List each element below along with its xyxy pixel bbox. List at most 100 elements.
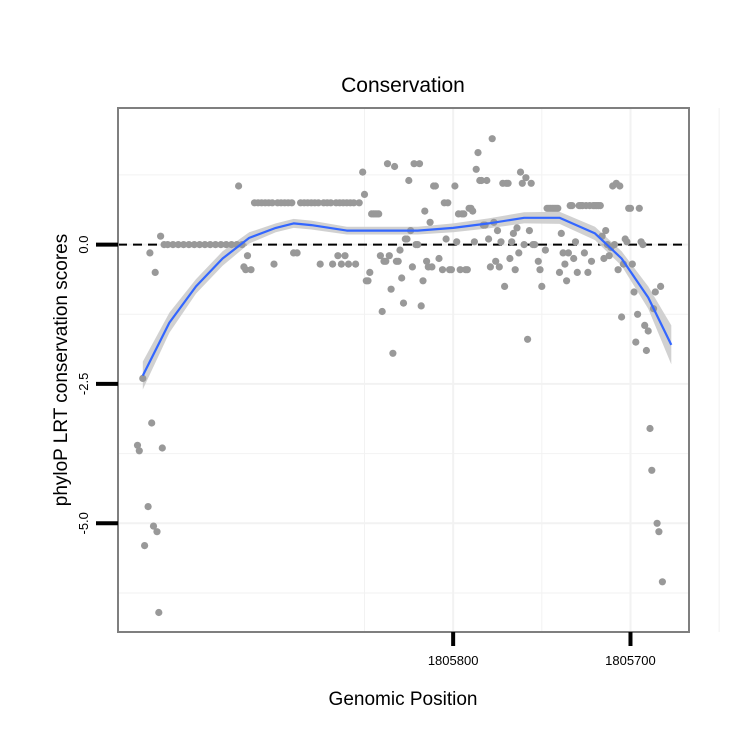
data-point: [596, 202, 604, 210]
data-point: [522, 174, 530, 182]
data-point: [531, 241, 539, 249]
data-point: [327, 199, 335, 207]
data-point: [196, 241, 204, 249]
data-point: [614, 266, 622, 274]
data-point: [559, 249, 567, 257]
data-point: [201, 241, 209, 249]
smooth-fit-line: [141, 216, 673, 377]
x-axis-title: Genomic Position: [329, 689, 478, 710]
data-point: [520, 241, 528, 249]
data-point: [355, 199, 363, 207]
data-point: [164, 241, 172, 249]
data-point: [564, 249, 573, 257]
data-point: [382, 257, 390, 265]
data-point: [421, 207, 429, 215]
data-point: [538, 282, 546, 290]
data-point: [428, 263, 436, 271]
data-point: [174, 241, 182, 249]
data-point: [488, 135, 496, 143]
data-point: [217, 241, 225, 249]
data-point: [469, 207, 477, 215]
data-point: [554, 204, 562, 212]
data-point: [460, 210, 468, 218]
y-axis-title: phyloP LRT conservation scores: [51, 234, 72, 507]
data-point: [341, 252, 349, 260]
data-point: [518, 179, 526, 187]
data-point: [415, 160, 424, 168]
data-point: [600, 254, 608, 263]
data-point: [417, 302, 425, 310]
data-point: [360, 190, 369, 198]
data-point: [169, 241, 177, 249]
data-point: [405, 176, 413, 185]
data-point: [580, 249, 589, 257]
data-point: [314, 199, 322, 207]
data-point: [135, 447, 143, 455]
data-point: [316, 260, 324, 268]
data-point: [509, 229, 517, 237]
data-point: [270, 260, 278, 268]
data-point: [470, 238, 478, 246]
data-point: [389, 349, 397, 357]
data-point: [376, 252, 384, 260]
data-point: [329, 260, 337, 268]
data-point: [453, 238, 461, 246]
data-point: [206, 241, 214, 249]
data-point: [222, 241, 230, 249]
data-point: [350, 199, 358, 207]
data-point: [474, 149, 482, 157]
data-point: [391, 162, 399, 171]
data-point: [504, 179, 512, 187]
data-point: [563, 277, 571, 285]
data-point: [403, 235, 411, 243]
data-point: [630, 288, 638, 296]
data-point: [383, 160, 392, 168]
data-point: [157, 232, 165, 240]
data-point: [456, 266, 464, 274]
y-tick-label: -5.0: [76, 512, 91, 534]
data-point: [626, 204, 635, 212]
data-point: [485, 235, 493, 243]
data-point: [483, 176, 491, 185]
data-point: [399, 299, 408, 307]
data-point: [495, 263, 503, 271]
data-point: [151, 268, 159, 276]
data-point: [149, 522, 158, 530]
data-point: [334, 252, 342, 260]
data-point: [242, 266, 250, 274]
data-point: [133, 441, 142, 449]
data-point: [639, 241, 647, 249]
data-point: [235, 182, 243, 190]
data-point: [658, 578, 667, 586]
data-point: [657, 282, 665, 290]
data-point: [644, 327, 652, 335]
data-point: [375, 210, 383, 218]
data-point: [653, 519, 661, 527]
data-point: [634, 310, 642, 318]
data-point: [541, 246, 550, 254]
data-point: [555, 268, 564, 276]
data-point: [435, 254, 443, 263]
data-point: [642, 346, 651, 355]
data-point: [419, 277, 427, 285]
data-point: [516, 168, 525, 176]
data-point: [438, 266, 447, 274]
data-point: [486, 263, 494, 271]
data-point: [398, 274, 406, 282]
data-point: [524, 335, 532, 343]
data-point: [497, 238, 505, 246]
data-point: [534, 257, 542, 265]
data-point: [525, 227, 534, 235]
data-point: [185, 241, 193, 249]
data-point: [472, 165, 480, 173]
panel-border: [117, 107, 690, 633]
data-point: [511, 266, 519, 274]
data-point: [492, 257, 500, 265]
data-point: [359, 168, 367, 176]
data-point: [288, 199, 296, 207]
data-point: [352, 260, 360, 268]
y-tick-label: -2.5: [76, 373, 91, 395]
data-point: [414, 241, 422, 249]
data-point: [651, 288, 659, 296]
